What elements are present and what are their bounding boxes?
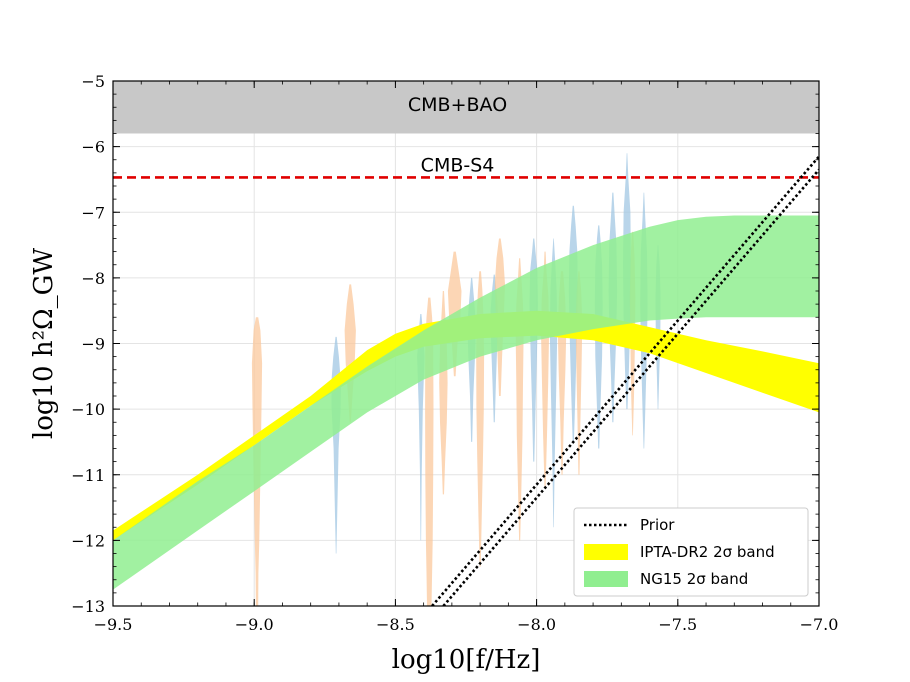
legend-ng15-swatch: [584, 571, 628, 587]
cmb-bao-label: CMB+BAO: [408, 94, 507, 116]
y-tick-label-2: −11: [71, 466, 105, 485]
cmb-s4-label: CMB-S4: [421, 154, 495, 176]
violin-1: [331, 336, 341, 554]
x-tick-label-2: −8.5: [376, 615, 415, 634]
y-tick-label-8: −5: [81, 72, 105, 91]
legend-prior-label: Prior: [640, 516, 675, 534]
legend-box: [573, 507, 809, 597]
x-tick-label-4: −7.5: [658, 615, 697, 634]
x-tick-label-5: −7.0: [800, 615, 839, 634]
x-tick-label-3: −8.0: [517, 615, 556, 634]
y-tick-label-0: −13: [71, 597, 105, 616]
cmb-bao-region-layer: [113, 81, 819, 134]
y-tick-label-6: −7: [81, 203, 105, 222]
y-tick-label-1: −12: [71, 531, 105, 550]
y-tick-label-5: −8: [81, 269, 105, 288]
x-tick-label-1: −9.0: [235, 615, 274, 634]
legend-ipta-label: IPTA-DR2 2σ band: [640, 543, 775, 561]
y-tick-label-4: −9: [81, 335, 105, 354]
prior-line-1: [442, 168, 819, 606]
axis-titles: log10[f/Hz] log10 h²Ω_GW: [29, 248, 540, 675]
legend-ng15-label: NG15 2σ band: [640, 570, 748, 588]
bands-layer: [113, 215, 819, 590]
y-tick-label-7: −6: [81, 138, 105, 157]
prior-line-0: [431, 155, 819, 606]
y-axis-title: log10 h²Ω_GW: [29, 248, 59, 439]
annotations-layer: CMB+BAO CMB-S4: [408, 94, 507, 176]
ng15-band: [113, 215, 819, 590]
legend: Prior IPTA-DR2 2σ band NG15 2σ band: [573, 507, 809, 597]
x-axis-title: log10[f/Hz]: [392, 645, 541, 675]
axes: −9.5 −9.0 −8.5 −8.0 −7.5 −7.0 −13 −12 −11 −10 −9 −8…: [71, 72, 838, 634]
lines-layer: [113, 155, 819, 606]
cmb-bao-region: [113, 81, 819, 134]
x-tick-label-0: −9.5: [94, 615, 133, 634]
y-tick-label-3: −10: [71, 400, 105, 419]
legend-ipta-swatch: [584, 544, 628, 560]
